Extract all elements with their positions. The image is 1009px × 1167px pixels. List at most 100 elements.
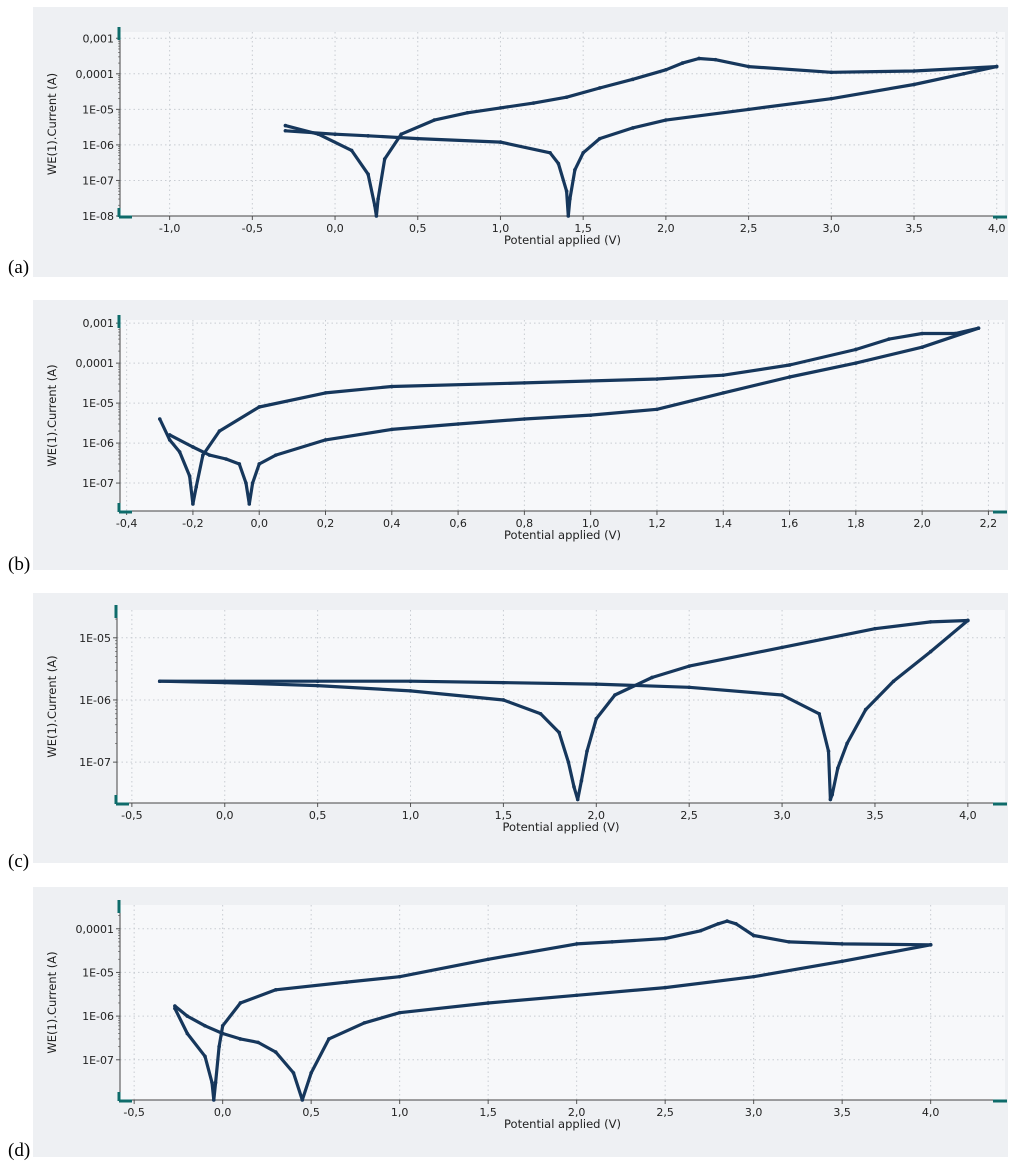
data-point	[465, 111, 470, 115]
data-point	[257, 462, 262, 466]
data-point	[826, 749, 831, 753]
data-point	[687, 685, 691, 690]
data-point	[376, 197, 380, 201]
data-point	[966, 618, 970, 623]
x-tick-label: 3,0	[773, 809, 791, 822]
data-point	[928, 620, 933, 624]
data-point	[655, 377, 659, 381]
x-tick-label: 0,8	[516, 517, 534, 530]
data-point	[787, 940, 791, 944]
y-tick-label: 0,0001	[76, 923, 115, 936]
y-tick-label: 1E-05	[79, 632, 111, 645]
x-tick-label: 1,0	[492, 222, 510, 235]
data-point	[564, 95, 569, 99]
x-tick-label: 1,4	[715, 517, 733, 530]
data-point	[928, 942, 933, 947]
data-point	[222, 679, 227, 684]
data-point	[408, 689, 413, 693]
data-point	[780, 693, 784, 697]
x-tick-label: 0,5	[409, 222, 427, 235]
data-point	[201, 453, 205, 457]
x-tick-label: 1,5	[574, 222, 592, 235]
data-point	[177, 450, 182, 454]
data-point	[210, 1080, 214, 1085]
x-tick-label: 1,8	[847, 517, 865, 530]
y-tick-label: 1E-06	[82, 139, 114, 152]
data-point	[167, 433, 172, 437]
y-tick-label: 1E-06	[79, 694, 111, 707]
data-point	[751, 974, 756, 979]
data-point	[574, 993, 579, 998]
data-point	[498, 140, 503, 144]
data-point	[291, 1071, 296, 1075]
data-point	[167, 438, 172, 442]
data-point	[531, 101, 536, 105]
data-point	[887, 337, 891, 341]
y-tick-label: 1E-05	[82, 103, 114, 116]
data-point	[713, 57, 718, 62]
data-point	[994, 64, 999, 69]
x-tick-label: 2,2	[980, 517, 998, 530]
y-tick-label: 0,001	[83, 317, 115, 330]
data-point	[212, 1098, 216, 1102]
data-point	[247, 502, 252, 506]
data-point	[573, 167, 577, 172]
data-point	[829, 96, 834, 101]
data-point	[486, 1001, 490, 1005]
data-point	[751, 933, 756, 938]
x-tick-label: 1,2	[648, 517, 666, 530]
data-point	[928, 649, 933, 654]
data-point	[631, 126, 635, 130]
x-tick-label: -0,5	[242, 222, 263, 235]
data-point	[382, 157, 387, 161]
data-point	[912, 69, 916, 73]
series-line-1	[283, 64, 999, 218]
plot-area	[120, 905, 1005, 1100]
data-point	[173, 1004, 177, 1008]
x-axis-title: Potential applied (V)	[504, 233, 621, 247]
data-point	[522, 381, 527, 385]
data-point	[746, 64, 751, 69]
x-axis-title: Potential applied (V)	[503, 820, 620, 834]
data-point	[610, 940, 614, 944]
data-point	[828, 797, 833, 802]
x-tick-label: 4,0	[922, 1106, 940, 1119]
data-point	[698, 928, 703, 933]
data-point	[721, 373, 726, 377]
data-point	[309, 1071, 313, 1075]
data-point	[203, 1054, 207, 1059]
data-point	[315, 679, 320, 684]
data-point	[845, 741, 849, 746]
x-tick-label: 2,0	[657, 222, 675, 235]
data-point	[191, 445, 195, 449]
data-point	[522, 417, 527, 421]
data-point	[538, 711, 543, 716]
data-point	[734, 921, 738, 926]
data-point	[574, 942, 579, 946]
series-line-1	[158, 618, 970, 802]
data-point	[501, 698, 506, 702]
x-tick-label: 0,6	[449, 517, 467, 530]
data-point	[315, 683, 320, 688]
data-point	[568, 197, 572, 201]
data-point	[366, 134, 370, 138]
x-tick-label: 0,0	[214, 1106, 232, 1119]
data-point	[863, 707, 868, 712]
data-point	[663, 985, 667, 990]
data-point	[157, 417, 162, 421]
data-point	[912, 82, 916, 87]
data-point	[187, 474, 192, 478]
x-tick-label: 3,0	[823, 222, 841, 235]
data-point	[655, 407, 659, 412]
data-point	[920, 345, 924, 350]
x-tick-label: 2,0	[588, 809, 606, 822]
x-tick-label: 4,0	[988, 222, 1006, 235]
x-tick-label: -0,2	[182, 517, 203, 530]
y-tick-label: 1E-08	[82, 210, 114, 223]
chart-panel-3: -0,5 0,0 0,5 1,0 1,5 2,0 2,5 3,0 3,5 4,0 1E-07 1E-0…	[33, 887, 1008, 1157]
data-point	[817, 711, 822, 716]
data-point	[397, 1010, 402, 1015]
data-point	[581, 150, 585, 155]
data-point	[362, 1021, 367, 1025]
y-tick-label: 0,001	[83, 32, 115, 45]
